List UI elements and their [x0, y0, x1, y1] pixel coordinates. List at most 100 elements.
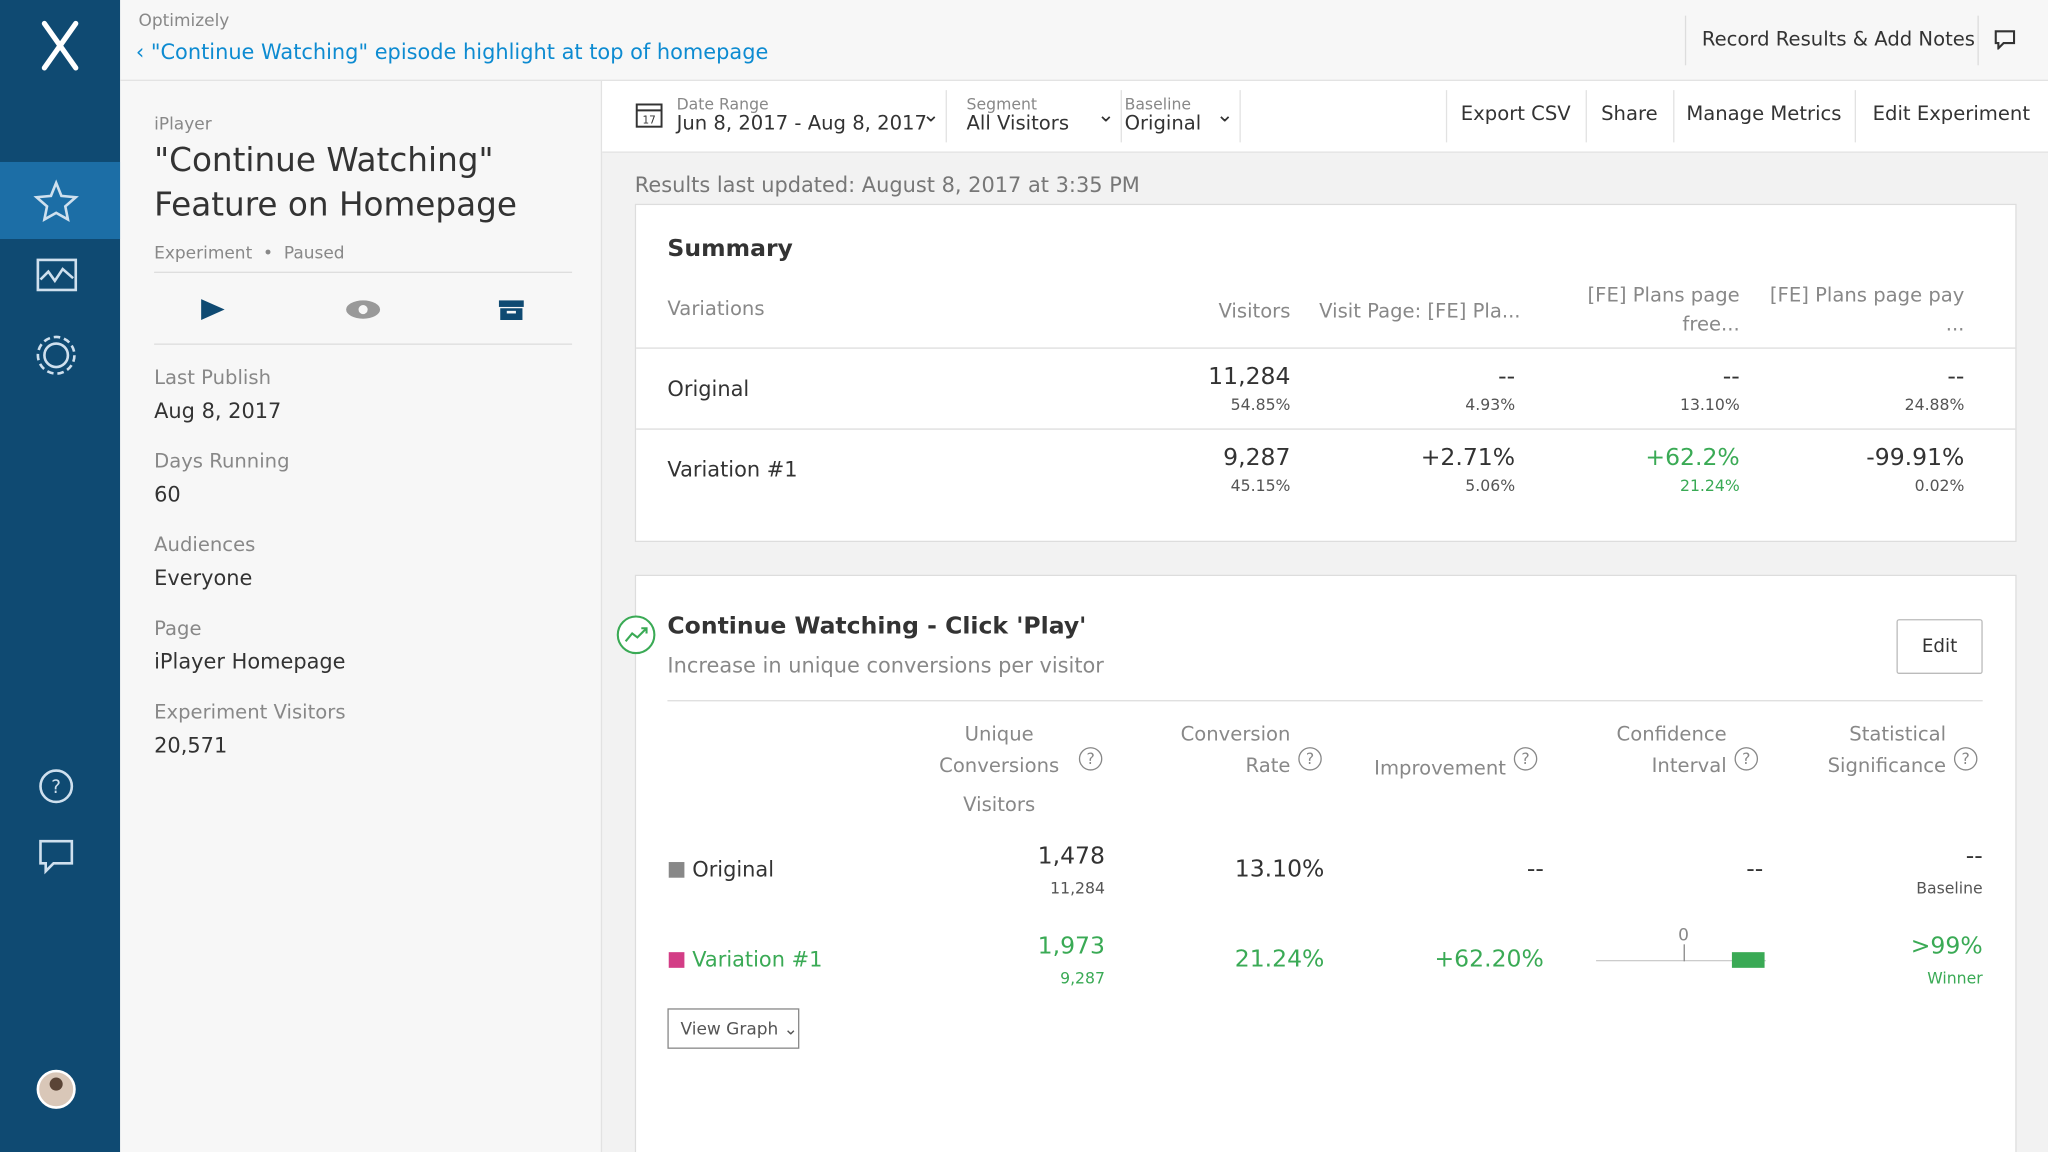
- conversions: 1,478: [1037, 842, 1105, 870]
- row-name: Variation #1: [667, 457, 798, 482]
- experiment-meta: Experiment • Paused: [154, 244, 345, 264]
- column-header: Visitors: [1218, 299, 1291, 323]
- product-name: Optimizely: [138, 11, 230, 32]
- cell-sub: 4.93%: [1465, 395, 1516, 415]
- divider: [1977, 15, 1979, 66]
- cell-value: +2.71%: [1420, 444, 1516, 472]
- metric-icon: [616, 615, 656, 655]
- back-link[interactable]: ‹ "Continue Watching" episode highlight …: [135, 39, 769, 64]
- filter-label: Segment: [966, 95, 1038, 114]
- experiment-controls: [201, 299, 524, 320]
- detail-label: Days Running: [154, 449, 290, 473]
- play-button[interactable]: [201, 299, 225, 320]
- cell-sub: 54.85%: [1230, 395, 1291, 415]
- help-icon[interactable]: ?: [1513, 747, 1538, 771]
- help-icon[interactable]: ?: [1298, 747, 1322, 771]
- record-results[interactable]: Record Results & Add Notes: [1701, 27, 1976, 51]
- svg-text:?: ?: [51, 777, 61, 798]
- help-icon[interactable]: ?: [1734, 747, 1759, 771]
- cell-value: --: [1947, 363, 1965, 391]
- divider: [154, 343, 573, 345]
- back-text[interactable]: "Continue Watching" episode highlight at…: [150, 39, 769, 64]
- cell-sub: 0.02%: [1914, 476, 1965, 496]
- column-header: Conversion Rate: [1180, 722, 1291, 778]
- cell-value: 9,287: [1223, 444, 1291, 472]
- filter-caret[interactable]: ⌄: [922, 101, 940, 127]
- cell-sub: 45.15%: [1230, 476, 1291, 496]
- toolbar-action[interactable]: Edit Experiment: [1872, 101, 2031, 126]
- calendar-icon: 17: [635, 103, 663, 128]
- toolbar-action[interactable]: Manage Metrics: [1686, 101, 1842, 126]
- filter-label: Date Range: [676, 95, 769, 114]
- filter-caret[interactable]: ⌄: [1215, 101, 1234, 127]
- project: iPlayer: [154, 114, 212, 135]
- row-divider: [636, 347, 2016, 349]
- sidebar-icons: ?: [33, 20, 79, 1109]
- visitors: 9,287: [1060, 969, 1105, 988]
- divider: [945, 90, 947, 143]
- divider: [1585, 90, 1587, 143]
- nav-active[interactable]: [0, 161, 121, 240]
- detail-value: Aug 8, 2017: [154, 398, 282, 424]
- column-header: [FE] Plans page pay ...: [1769, 283, 1965, 336]
- toolbar-action[interactable]: Export CSV: [1460, 101, 1571, 126]
- detail-value: iPlayer Homepage: [154, 649, 346, 674]
- filter-value[interactable]: All Visitors: [966, 111, 1070, 135]
- filter-caret[interactable]: ⌄: [1097, 101, 1115, 127]
- view-graph-label[interactable]: View Graph: [680, 1020, 779, 1040]
- svg-text:17: 17: [642, 114, 655, 126]
- interval-zero-tick: [1683, 944, 1685, 962]
- status: Paused: [283, 244, 345, 264]
- divider: [1673, 90, 1675, 143]
- comment-icon[interactable]: [1993, 29, 2017, 50]
- help-icon[interactable]: ?: [1078, 747, 1103, 771]
- left-panel: [120, 80, 603, 1152]
- detail-value: 20,571: [154, 732, 228, 758]
- improvement: +62.20%: [1434, 945, 1544, 974]
- rate: 21.24%: [1234, 945, 1325, 974]
- sub-column-header: Visitors: [963, 792, 1036, 817]
- improvement: --: [1526, 855, 1544, 883]
- significance-note: Baseline: [1916, 879, 1983, 898]
- cell-value: +62.2%: [1645, 444, 1740, 472]
- preview-button[interactable]: [346, 300, 381, 319]
- last-updated: Results last updated: August 8, 2017 at …: [634, 172, 1140, 198]
- toolbar-action[interactable]: Share: [1601, 101, 1658, 126]
- swatch: [668, 952, 685, 968]
- row-divider: [636, 428, 2016, 430]
- cell-sub: 13.10%: [1679, 395, 1740, 415]
- filter-value[interactable]: Jun 8, 2017 - Aug 8, 2017: [676, 111, 927, 135]
- divider: [1120, 90, 1122, 143]
- toolbar: [602, 80, 2048, 153]
- detail-value: 60: [154, 481, 181, 507]
- detail-label: Audiences: [154, 532, 256, 557]
- divider: [1239, 90, 1241, 143]
- view-graph-button[interactable]: View Graph ⌄: [667, 1008, 800, 1049]
- help-icon[interactable]: ?: [1953, 747, 1978, 771]
- cell-sub: 21.24%: [1679, 476, 1740, 496]
- cell-value: 11,284: [1208, 363, 1291, 391]
- cell-value: --: [1722, 363, 1740, 391]
- divider: [1445, 90, 1448, 143]
- column-header: Statistical Significance: [1827, 722, 1947, 778]
- edit-button[interactable]: Edit: [1896, 619, 1983, 674]
- archive-button[interactable]: [498, 300, 524, 320]
- divider: [1684, 15, 1687, 66]
- filter-label: Baseline: [1124, 95, 1192, 114]
- metric-subtitle: Increase in unique conversions per visit…: [667, 653, 1104, 678]
- column-header: [FE] Plans page free...: [1587, 283, 1740, 336]
- column-header: Unique Conversions: [939, 722, 1060, 778]
- interval: --: [1746, 855, 1764, 883]
- filter-value[interactable]: Original: [1124, 111, 1202, 135]
- type: Experiment: [154, 244, 253, 264]
- column-header: Confidence Interval: [1616, 722, 1727, 778]
- significance: --: [1965, 842, 1983, 870]
- interval-zero: 0: [1678, 926, 1689, 946]
- metric-card: [634, 574, 2017, 1152]
- rate: 13.10%: [1234, 855, 1325, 883]
- divider: [154, 271, 573, 273]
- summary-card: [634, 203, 2017, 543]
- row-name: Variation #1: [692, 946, 823, 972]
- header: [120, 0, 2048, 81]
